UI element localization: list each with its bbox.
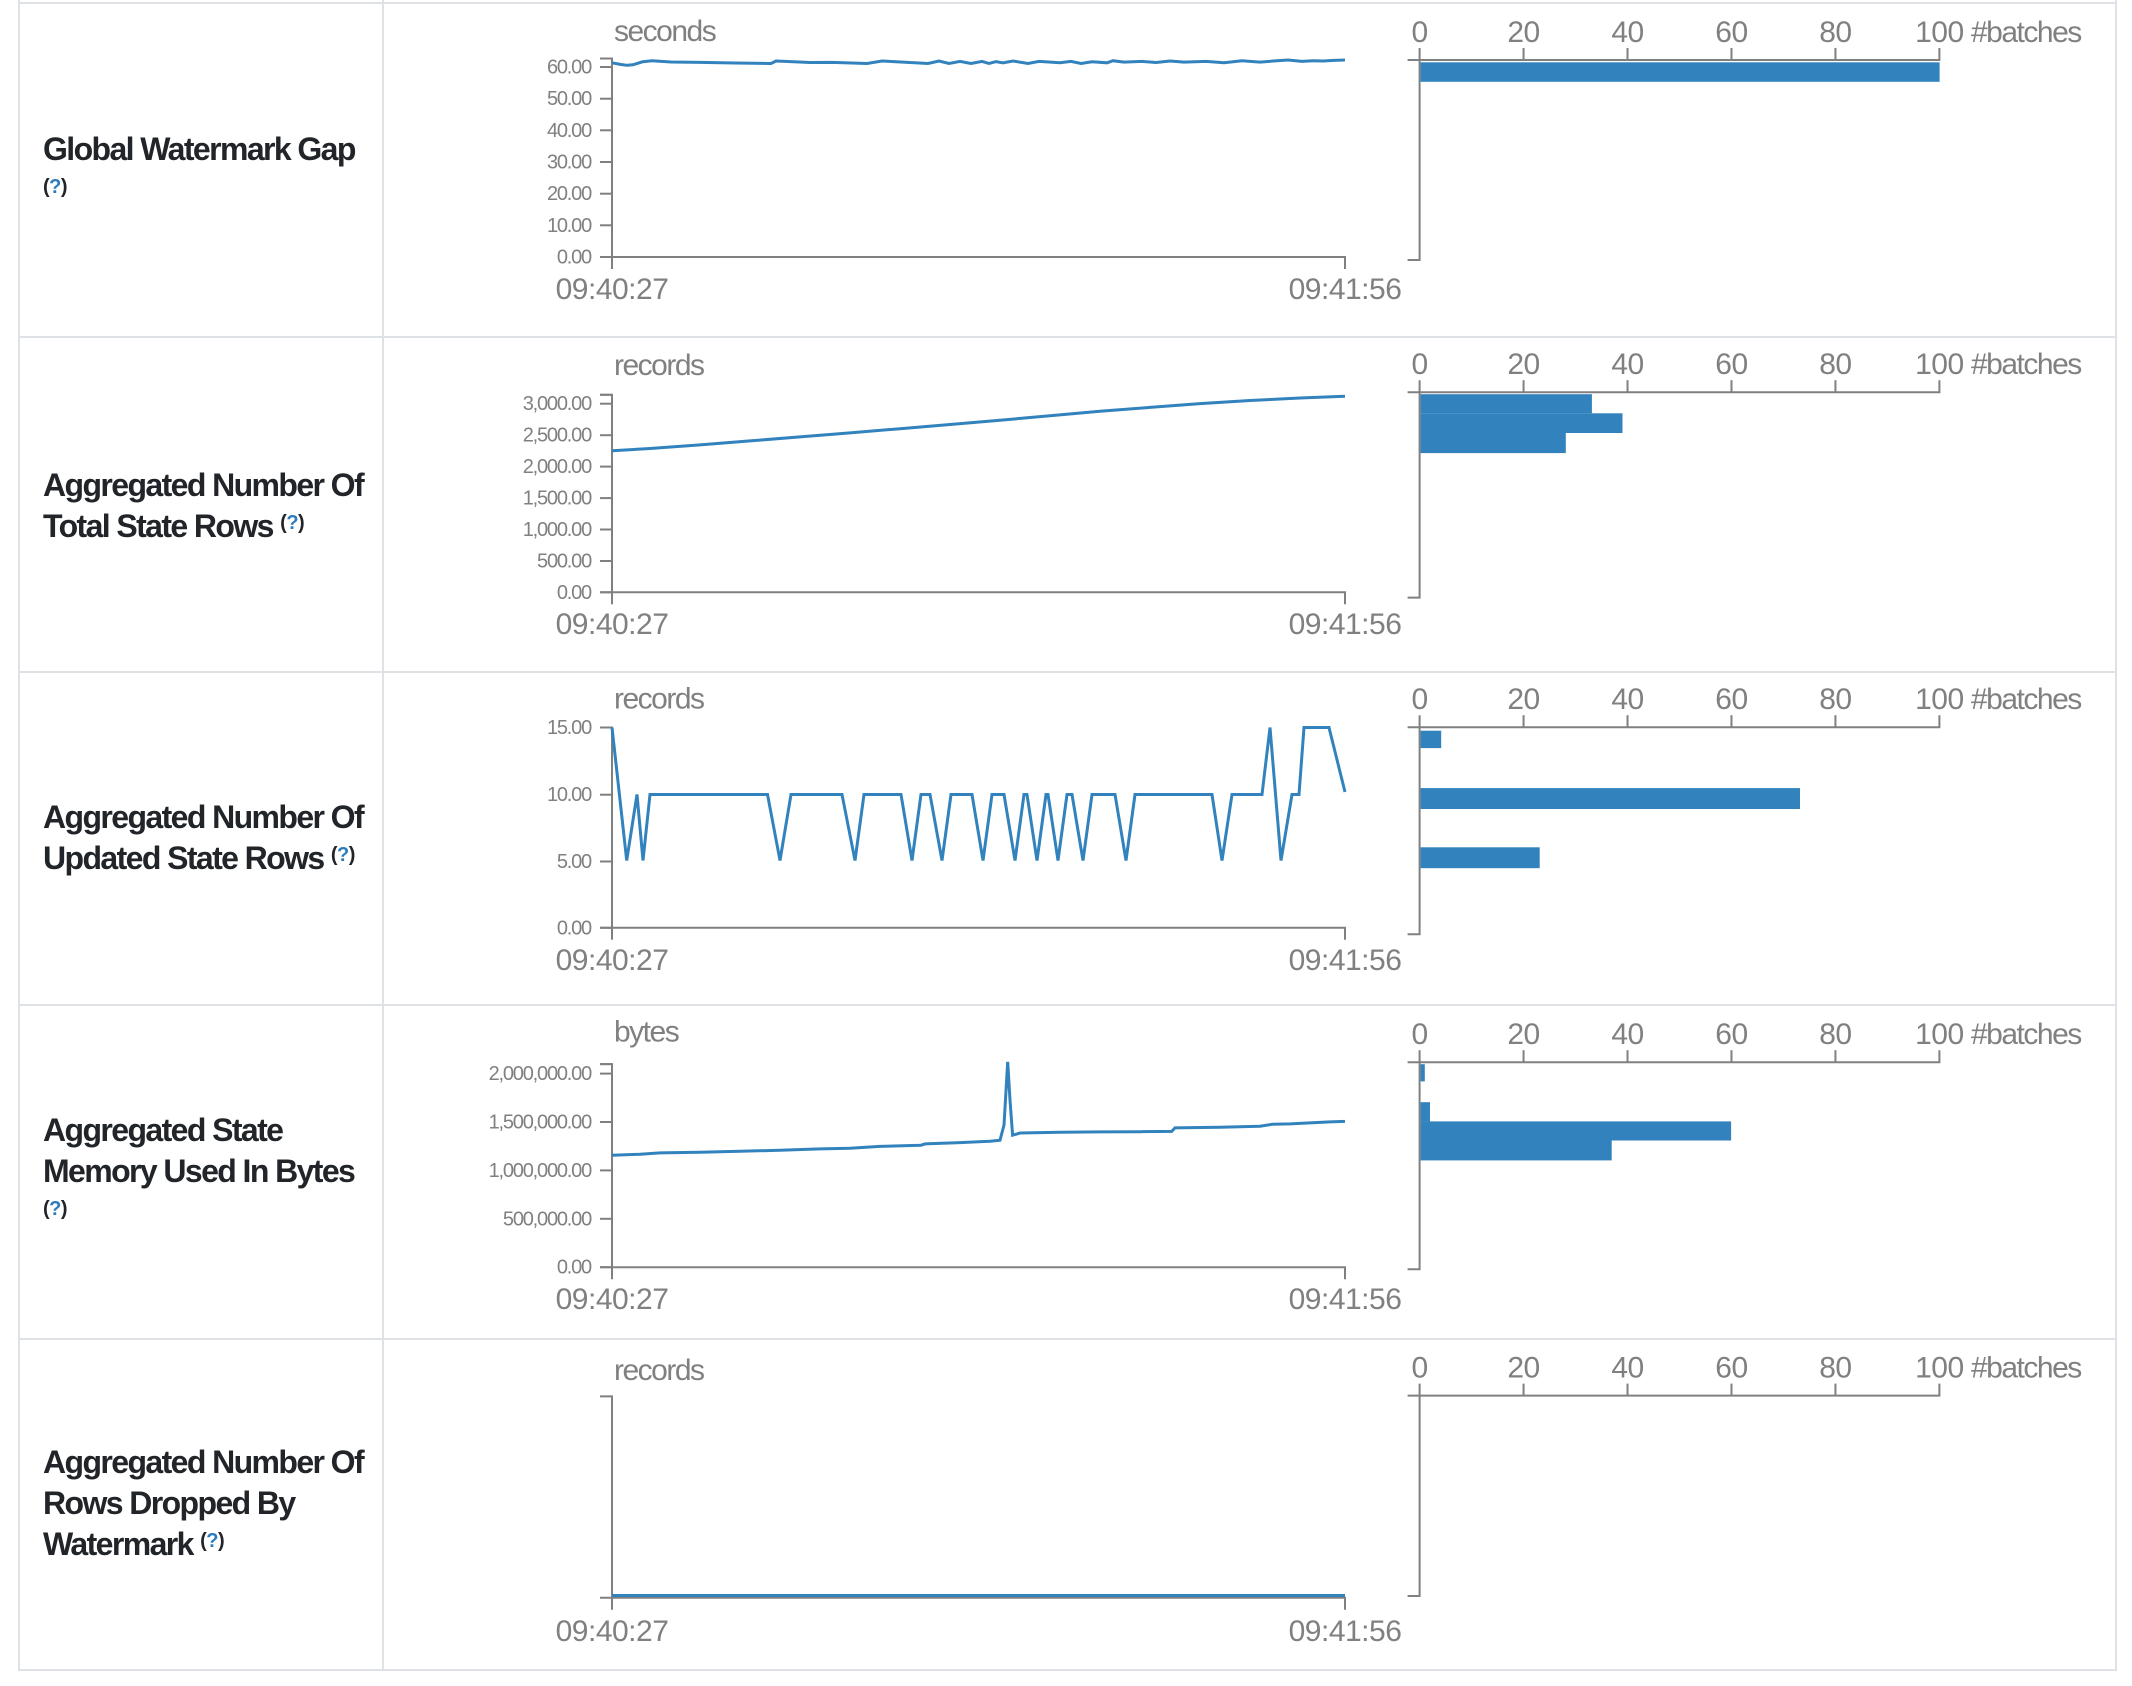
svg-text:5.00: 5.00	[557, 851, 592, 873]
svg-text:0.00: 0.00	[557, 917, 592, 939]
svg-text:0.00: 0.00	[557, 1257, 592, 1279]
svg-text:09:41:56: 09:41:56	[1289, 944, 1402, 977]
svg-text:80: 80	[1819, 683, 1851, 716]
svg-text:80: 80	[1819, 1352, 1851, 1385]
svg-text:2,500.00: 2,500.00	[523, 425, 592, 447]
svg-text:40: 40	[1611, 16, 1643, 49]
svg-text:20: 20	[1507, 1352, 1539, 1385]
svg-text:80: 80	[1819, 16, 1851, 49]
svg-text:15.00: 15.00	[547, 717, 592, 739]
svg-text:3,000.00: 3,000.00	[523, 393, 592, 415]
svg-text:500,000.00: 500,000.00	[503, 1208, 592, 1230]
svg-text:0: 0	[1412, 683, 1428, 716]
svg-text:60: 60	[1715, 1018, 1747, 1051]
svg-text:0: 0	[1412, 348, 1428, 381]
svg-text:100: 100	[1915, 1352, 1964, 1385]
svg-text:20: 20	[1507, 348, 1539, 381]
svg-text:0: 0	[1412, 1352, 1428, 1385]
svg-text:100: 100	[1915, 683, 1964, 716]
svg-text:1,500.00: 1,500.00	[523, 488, 592, 510]
svg-text:60.00: 60.00	[547, 57, 592, 79]
svg-text:40: 40	[1611, 683, 1643, 716]
svg-text:09:41:56: 09:41:56	[1289, 273, 1402, 306]
svg-text:#batches: #batches	[1971, 1352, 2081, 1385]
svg-text:60: 60	[1715, 16, 1747, 49]
svg-text:1,000.00: 1,000.00	[523, 519, 592, 541]
svg-text:seconds: seconds	[614, 15, 716, 48]
svg-text:2,000.00: 2,000.00	[523, 456, 592, 478]
svg-text:records: records	[614, 683, 704, 716]
svg-text:500.00: 500.00	[537, 551, 592, 573]
svg-text:#batches: #batches	[1971, 16, 2081, 49]
svg-text:40: 40	[1611, 1352, 1643, 1385]
svg-text:0: 0	[1412, 16, 1428, 49]
svg-text:09:40:27: 09:40:27	[556, 273, 669, 306]
svg-text:80: 80	[1819, 1018, 1851, 1051]
svg-text:20: 20	[1507, 16, 1539, 49]
svg-text:60: 60	[1715, 348, 1747, 381]
svg-text:50.00: 50.00	[547, 88, 592, 110]
svg-text:30.00: 30.00	[547, 152, 592, 174]
svg-text:60: 60	[1715, 1352, 1747, 1385]
svg-text:records: records	[614, 349, 704, 382]
svg-text:0: 0	[1412, 1018, 1428, 1051]
svg-text:20.00: 20.00	[547, 183, 592, 205]
svg-text:100: 100	[1915, 16, 1964, 49]
svg-text:09:40:27: 09:40:27	[556, 1283, 669, 1316]
svg-text:60: 60	[1715, 683, 1747, 716]
svg-text:1,000,000.00: 1,000,000.00	[489, 1160, 592, 1182]
svg-text:#batches: #batches	[1971, 683, 2081, 716]
svg-text:09:40:27: 09:40:27	[556, 1615, 669, 1648]
svg-text:09:41:56: 09:41:56	[1289, 608, 1402, 641]
svg-text:10.00: 10.00	[547, 215, 592, 237]
svg-text:20: 20	[1507, 683, 1539, 716]
svg-text:40: 40	[1611, 348, 1643, 381]
svg-text:100: 100	[1915, 1018, 1964, 1051]
svg-text:2,000,000.00: 2,000,000.00	[489, 1063, 592, 1085]
svg-text:10.00: 10.00	[547, 784, 592, 806]
svg-text:20: 20	[1507, 1018, 1539, 1051]
svg-text:100: 100	[1915, 348, 1964, 381]
svg-text:40.00: 40.00	[547, 120, 592, 142]
svg-text:09:40:27: 09:40:27	[556, 944, 669, 977]
svg-text:records: records	[614, 1354, 704, 1387]
svg-text:09:41:56: 09:41:56	[1289, 1615, 1402, 1648]
svg-text:80: 80	[1819, 348, 1851, 381]
svg-text:#batches: #batches	[1971, 1018, 2081, 1051]
svg-text:bytes: bytes	[614, 1015, 679, 1048]
svg-text:0.00: 0.00	[557, 247, 592, 269]
svg-text:40: 40	[1611, 1018, 1643, 1051]
svg-text:0.00: 0.00	[557, 582, 592, 604]
svg-text:1,500,000.00: 1,500,000.00	[489, 1112, 592, 1134]
svg-text:09:40:27: 09:40:27	[556, 608, 669, 641]
svg-text:#batches: #batches	[1971, 348, 2081, 381]
svg-text:09:41:56: 09:41:56	[1289, 1283, 1402, 1316]
